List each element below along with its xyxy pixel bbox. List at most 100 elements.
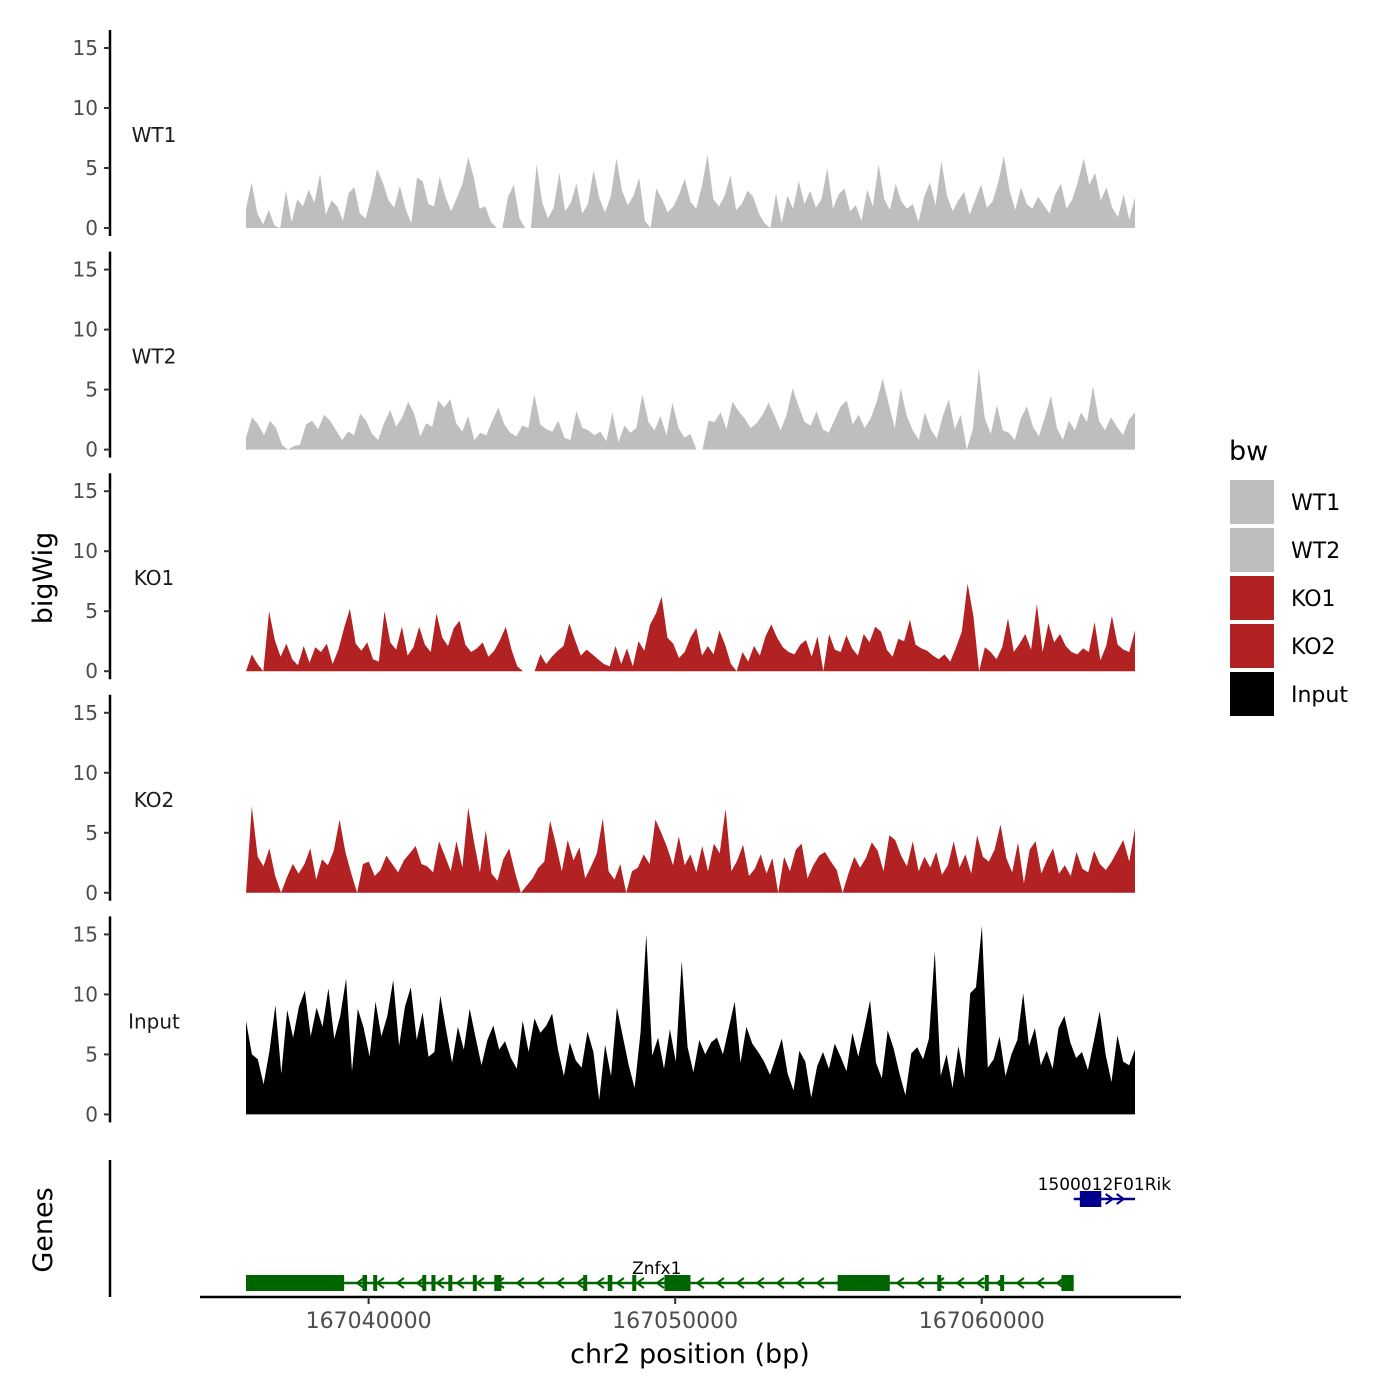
y-tick-label: 15 (73, 36, 98, 60)
legend-title: bw (1229, 436, 1268, 467)
strand-arrow-icon (1015, 1277, 1025, 1289)
legend-swatch (1230, 576, 1274, 620)
signal-area (979, 604, 1136, 672)
legend-item-wt2: WT2 (1230, 528, 1340, 572)
y-tick-label: 0 (85, 216, 98, 240)
signal-area (263, 608, 524, 672)
genes-axis-title: Genes (28, 1187, 59, 1272)
strand-arrow-icon (755, 1277, 765, 1289)
strand-arrow-icon (355, 1277, 365, 1289)
y-tick-label: 5 (85, 378, 98, 402)
gene-exon (837, 1275, 890, 1291)
signal-area (650, 154, 771, 228)
strand-arrow-icon (775, 1277, 785, 1289)
signal-area (245, 926, 1136, 1115)
signal-area (357, 807, 521, 893)
y-tick-label: 15 (73, 701, 98, 725)
gene-exon (431, 1275, 436, 1291)
gene-exon (472, 1275, 477, 1291)
legend-label: Input (1291, 683, 1348, 708)
track-wt1: 0 5 10 15 WT1 (73, 30, 1136, 240)
gene-exon (373, 1275, 378, 1291)
strand-arrow-icon (935, 1277, 945, 1289)
signal-area (778, 843, 843, 893)
signal-area (280, 157, 497, 228)
track-wt2: 0 5 10 15 WT2 (73, 251, 1136, 462)
legend-swatch (1230, 624, 1274, 668)
x-axis-title: chr2 position (bp) (570, 1339, 810, 1370)
legend-label: WT2 (1291, 539, 1340, 564)
strand-arrow-icon (535, 1277, 545, 1289)
track-label: Input (128, 1009, 180, 1033)
strand-arrow-icon (515, 1277, 525, 1289)
x-tick-label: 167040000 (306, 1309, 432, 1334)
legend-item-wt1: WT1 (1230, 480, 1340, 524)
signal-area (966, 368, 1136, 450)
strand-arrow-icon (695, 1277, 705, 1289)
y-tick-label: 15 (73, 258, 98, 282)
strand-arrow-icon (895, 1277, 905, 1289)
strand-arrow-icon (395, 1277, 405, 1289)
y-tick-label: 5 (85, 599, 98, 623)
signal-area (534, 596, 737, 672)
strand-arrow-icon (1105, 1193, 1115, 1205)
gene-exon (245, 1275, 345, 1291)
legend-label: WT1 (1291, 491, 1340, 516)
signal-area (245, 806, 282, 893)
gene-exon (494, 1275, 502, 1291)
gene-exon (1061, 1275, 1074, 1291)
gene-track: Znfx1 1500012F01Rik (108, 1160, 1172, 1297)
legend-label: KO1 (1291, 587, 1336, 612)
gene-exon (362, 1275, 368, 1291)
strand-arrow-icon (615, 1277, 625, 1289)
signal-area (245, 417, 289, 450)
legend-label: KO2 (1291, 635, 1336, 660)
strand-arrow-icon (435, 1277, 445, 1289)
gene-1500012f01rik: 1500012F01Rik (1038, 1175, 1172, 1207)
strand-arrow-icon (475, 1277, 485, 1289)
signal-area (626, 808, 779, 893)
strand-arrow-icon (975, 1277, 985, 1289)
track-input: 0 5 10 15 Input (73, 916, 1136, 1126)
strand-arrow-icon (735, 1277, 745, 1289)
signal-area (736, 624, 824, 672)
signal-area (245, 182, 281, 228)
legend-swatch (1230, 480, 1274, 524)
y-axis-title: bigWig (28, 532, 59, 625)
strand-arrow-icon (635, 1277, 645, 1289)
signal-area (702, 378, 967, 450)
strand-arrow-icon (715, 1277, 725, 1289)
x-tick-label: 167060000 (919, 1309, 1045, 1334)
strand-arrow-icon (595, 1277, 605, 1289)
gene-exon (937, 1275, 942, 1291)
gene-exon (984, 1275, 989, 1291)
strand-arrow-icon (415, 1277, 425, 1289)
signal-area (288, 394, 697, 450)
legend-swatch (1230, 528, 1274, 572)
y-tick-label: 0 (85, 1102, 98, 1126)
gene-exon (664, 1275, 691, 1291)
signal-area (530, 158, 651, 228)
strand-arrow-icon (575, 1277, 585, 1289)
strand-arrow-icon (955, 1277, 965, 1289)
gene-exon (422, 1275, 427, 1291)
gene-exon (448, 1275, 453, 1291)
y-tick-label: 0 (85, 438, 98, 462)
signal-area (281, 819, 358, 893)
track-label: WT2 (132, 345, 177, 369)
y-tick-label: 10 (73, 539, 98, 563)
gene-exon (583, 1275, 588, 1291)
y-tick-label: 5 (85, 1042, 98, 1066)
legend-item-ko2: KO2 (1230, 624, 1336, 668)
gene-label: Znfx1 (632, 1259, 681, 1279)
strand-arrow-icon (455, 1277, 465, 1289)
legend-swatch (1230, 672, 1274, 716)
gene-label: 1500012F01Rik (1038, 1175, 1172, 1195)
gene-exon (1079, 1191, 1102, 1207)
gene-exon (607, 1275, 613, 1291)
y-tick-label: 0 (85, 659, 98, 683)
signal-tracks: 0 5 10 15 WT1 0 5 10 15 WT2 0 5 10 15 KO1 0 5 10 15 KO2 0 5 10… (73, 30, 1136, 1126)
y-tick-label: 10 (73, 96, 98, 120)
legend-item-input: Input (1230, 672, 1348, 716)
